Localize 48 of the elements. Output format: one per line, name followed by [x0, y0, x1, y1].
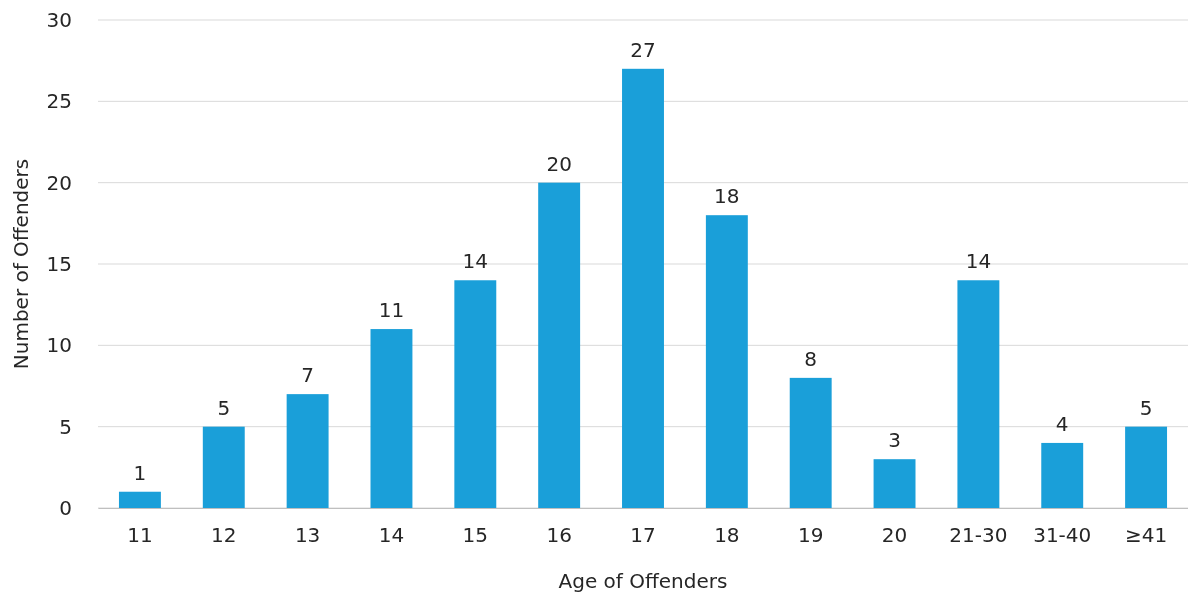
y-tick-label: 30	[46, 7, 72, 32]
x-tick-label: ≥41	[1124, 523, 1168, 548]
data-label: 3	[888, 428, 901, 453]
x-tick-label: 13	[294, 523, 321, 548]
data-label: 14	[965, 249, 992, 274]
data-label: 1	[133, 460, 147, 485]
bar	[705, 215, 748, 508]
bar	[118, 491, 161, 508]
x-tick-label: 21-30	[949, 523, 1008, 548]
y-tick-label: 5	[59, 414, 72, 439]
bar	[370, 329, 413, 508]
data-label: 20	[546, 151, 572, 176]
bar	[538, 182, 581, 508]
data-label: 4	[1055, 411, 1069, 436]
y-axis-title: Number of Offenders	[9, 158, 33, 370]
data-label: 5	[1139, 395, 1153, 420]
y-tick-label: 10	[46, 333, 72, 358]
bar	[1041, 442, 1084, 508]
bar	[957, 280, 1000, 508]
data-label: 11	[378, 298, 405, 323]
data-label: 14	[462, 249, 489, 274]
data-label: 18	[714, 184, 740, 209]
x-tick-label: 18	[714, 523, 740, 548]
x-tick-label: 15	[462, 523, 489, 548]
bar	[873, 459, 916, 508]
x-tick-label: 16	[546, 523, 572, 548]
bar	[622, 68, 664, 508]
bar	[202, 426, 245, 508]
x-tick-label: 12	[211, 523, 237, 548]
x-axis-title: Age of Offenders	[558, 569, 728, 593]
x-tick-label: 19	[797, 523, 824, 548]
y-tick-label: 0	[59, 495, 72, 520]
bar	[286, 394, 329, 508]
data-label: 5	[217, 395, 231, 420]
bar	[789, 377, 832, 508]
data-label: 27	[630, 37, 656, 62]
y-tick-label: 25	[46, 89, 72, 114]
y-tick-label: 20	[46, 170, 72, 195]
bar	[1125, 426, 1168, 508]
x-tick-label: 11	[127, 523, 153, 548]
y-tick-label: 15	[46, 251, 72, 276]
x-tick-label: 17	[630, 523, 656, 548]
data-label: 7	[301, 363, 314, 388]
bar	[454, 280, 497, 508]
data-label: 8	[804, 346, 818, 371]
x-tick-label: 31-40	[1033, 523, 1092, 548]
x-tick-label: 14	[378, 523, 405, 548]
x-tick-label: 20	[881, 523, 908, 548]
